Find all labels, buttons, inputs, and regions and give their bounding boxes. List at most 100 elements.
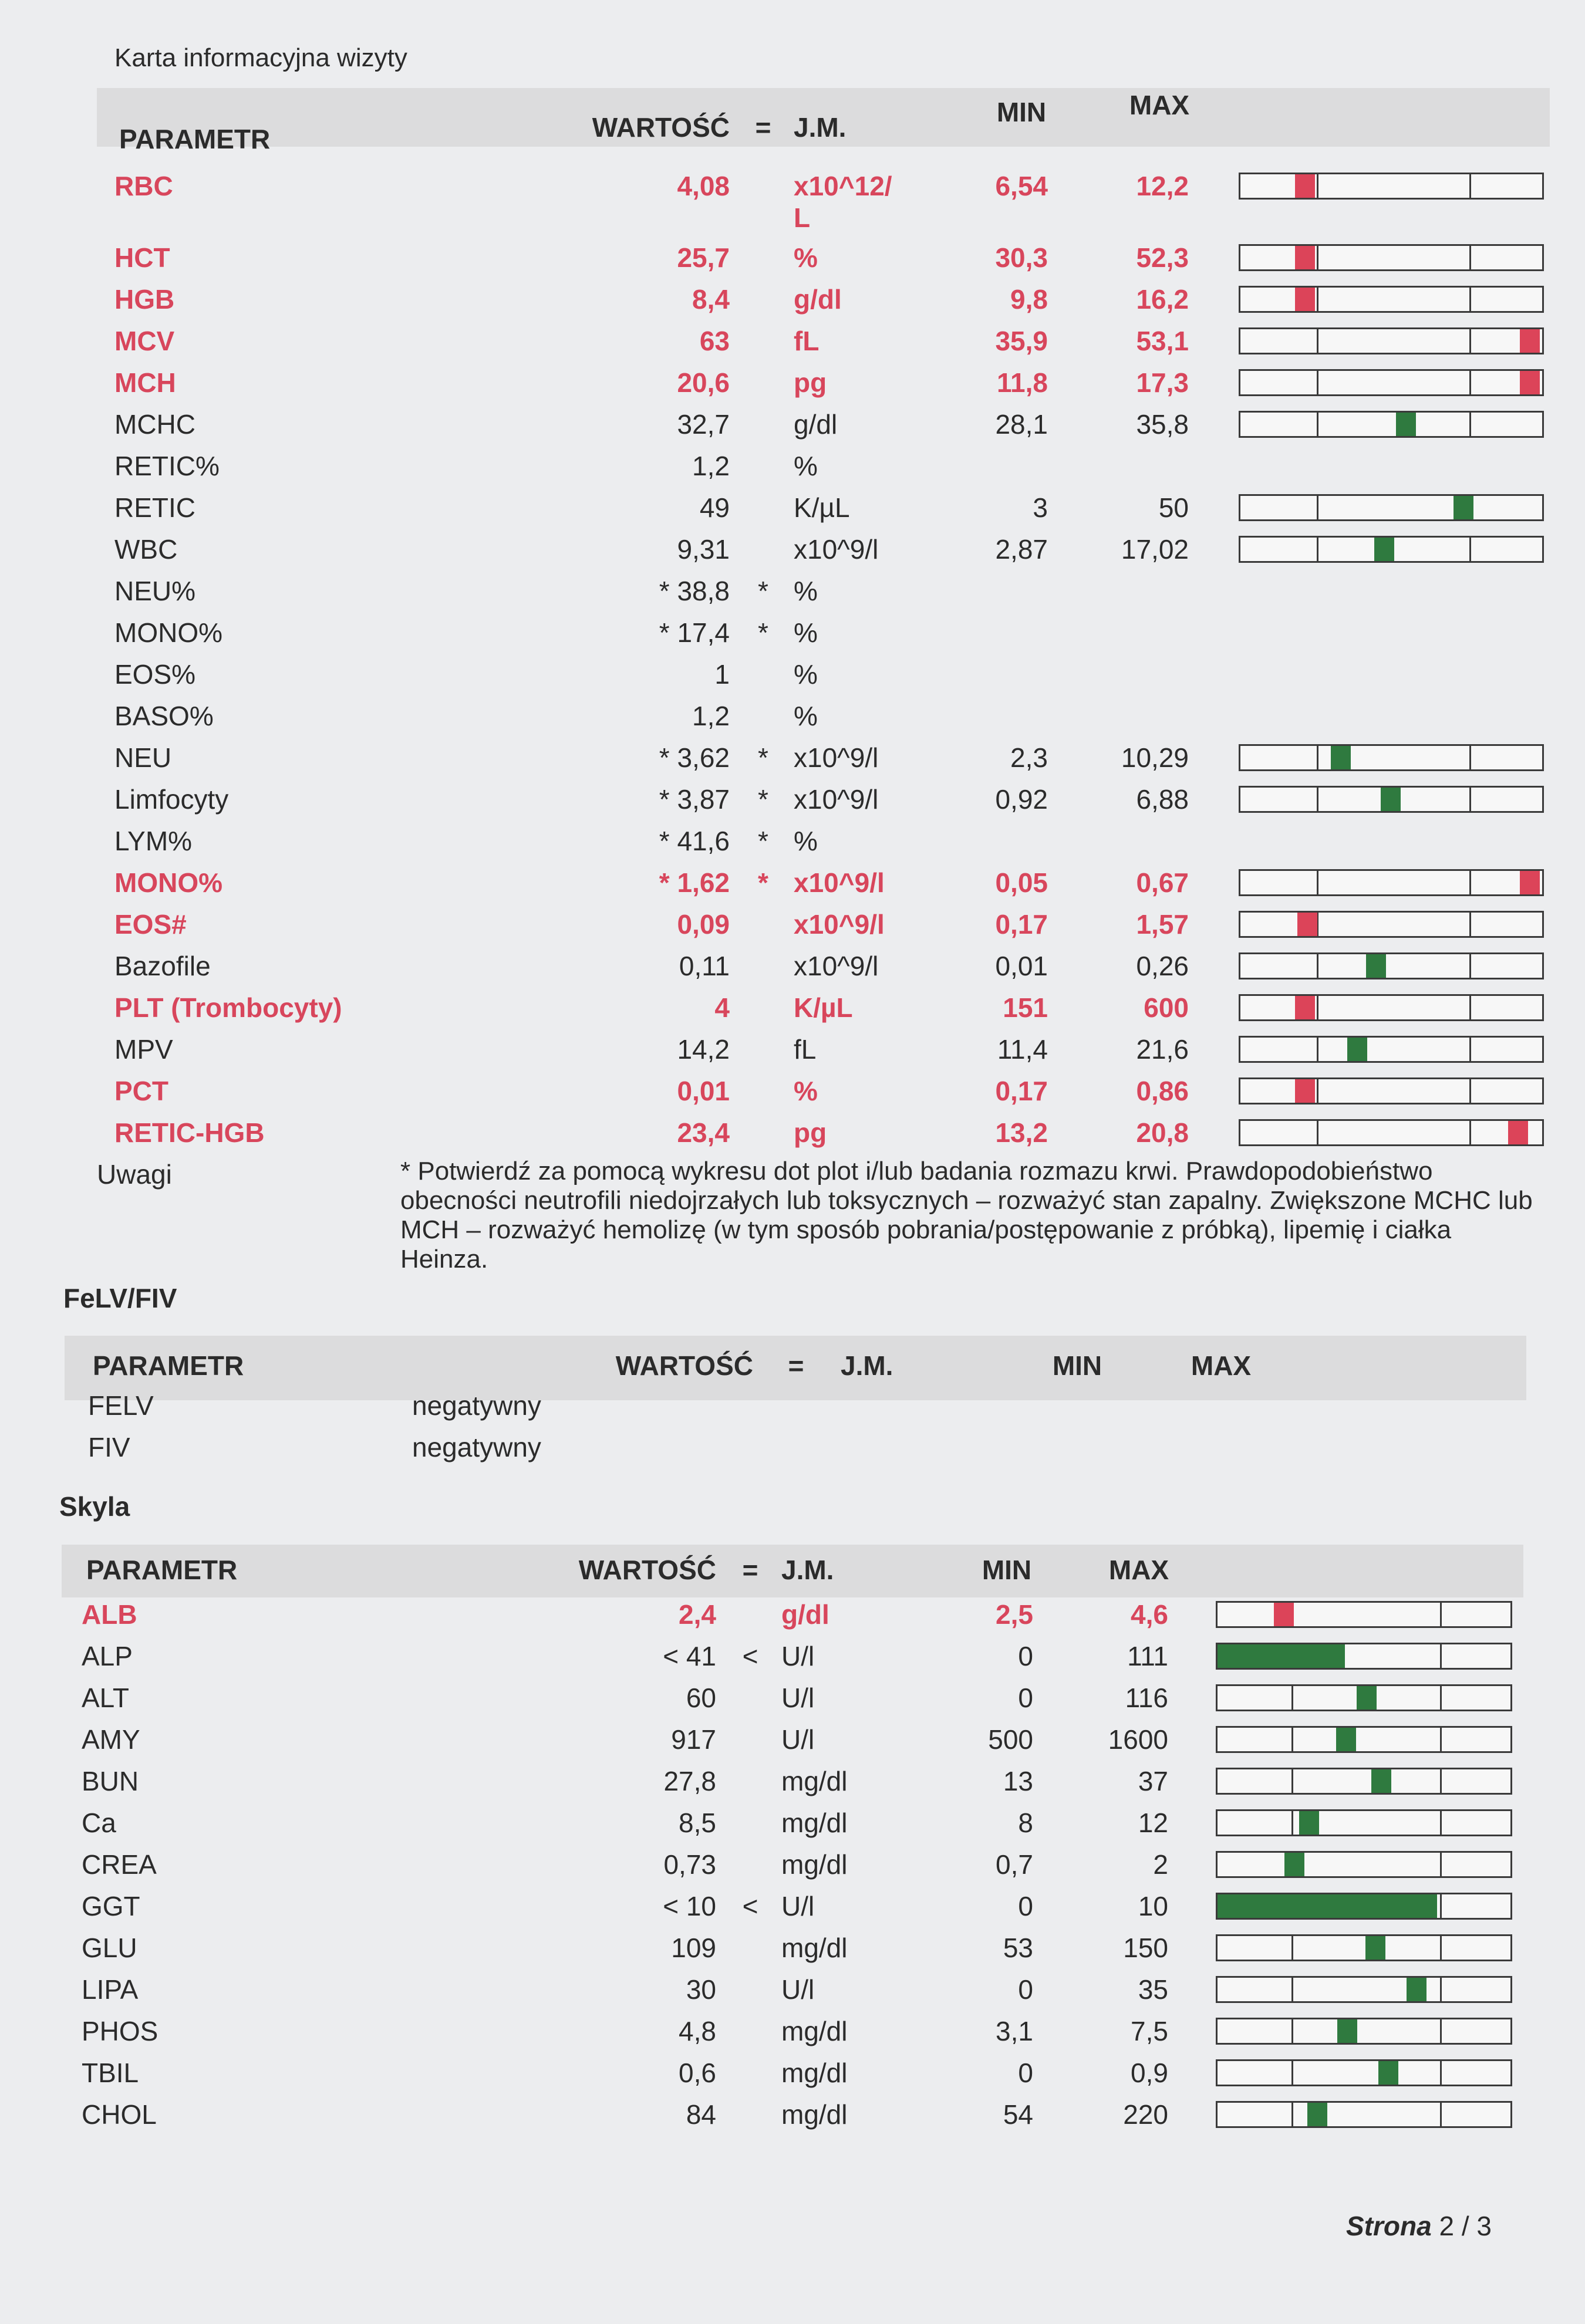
range-marker (1297, 913, 1317, 936)
row-name: CREA (82, 1849, 157, 1880)
row-value: 1,2 (692, 451, 730, 481)
range-bar (1239, 286, 1544, 313)
range-marker (1366, 954, 1387, 978)
row-unit: g/dl (781, 1599, 829, 1630)
range-marker (1294, 996, 1315, 1019)
range-divider (1317, 1038, 1318, 1061)
header-value: WARTOŚĆ (578, 1555, 716, 1585)
row-value: 27,8 (663, 1766, 716, 1796)
row-max: 53,1 (1136, 326, 1189, 356)
range-bar (1239, 494, 1544, 521)
range-divider (1469, 1079, 1471, 1103)
range-marker (1284, 1853, 1304, 1876)
range-marker (1520, 371, 1540, 394)
range-bar (1239, 173, 1544, 200)
row-value: 917 (671, 1724, 716, 1755)
row-min: 0 (1018, 1974, 1033, 2005)
range-divider (1291, 2103, 1294, 2126)
range-divider (1317, 746, 1318, 769)
row-value: 60 (686, 1683, 716, 1713)
range-bar (1216, 1851, 1512, 1878)
row-max: 111 (1127, 1641, 1168, 1671)
range-divider (1439, 1936, 1442, 1960)
range-bar (1239, 786, 1544, 813)
row-unit: % (794, 451, 818, 481)
header-min: MIN (1052, 1350, 1102, 1381)
row-min: 500 (988, 1724, 1033, 1755)
range-marker (1337, 2019, 1358, 2043)
range-divider (1317, 913, 1318, 936)
range-bar (1216, 2101, 1512, 2128)
row-name: RETIC% (114, 451, 220, 481)
row-unit: mg/dl (781, 2016, 848, 2046)
range-divider (1291, 2019, 1294, 2043)
range-divider (1469, 413, 1471, 436)
range-divider (1291, 1769, 1294, 1793)
row-op: * (758, 867, 768, 898)
row-value: negatywny (412, 1390, 541, 1421)
row-op: < (742, 1641, 758, 1671)
row-value: * 1,62 (659, 867, 730, 898)
range-bar (1216, 1643, 1512, 1670)
range-divider (1317, 496, 1318, 519)
row-value: 0,11 (679, 951, 730, 981)
range-marker (1374, 538, 1395, 561)
range-divider (1469, 913, 1471, 936)
range-marker (1294, 1079, 1315, 1103)
row-name: PLT (Trombocyty) (114, 992, 342, 1023)
range-divider (1469, 1038, 1471, 1061)
row-unit: U/l (781, 1974, 815, 2005)
row-max: 6,88 (1136, 784, 1189, 815)
range-divider (1469, 746, 1471, 769)
row-value: 1,2 (692, 701, 730, 731)
row-max: 35 (1138, 1974, 1168, 2005)
row-op: * (758, 576, 768, 606)
range-bar (1239, 1077, 1544, 1104)
row-min: 0,17 (995, 909, 1048, 940)
header-op: = (755, 112, 771, 143)
row-value: 49 (699, 492, 730, 523)
range-divider (1469, 329, 1471, 353)
range-marker (1294, 174, 1315, 198)
range-fill (1218, 1644, 1345, 1668)
row-min: 0 (1018, 1641, 1033, 1671)
range-divider (1291, 1978, 1294, 2001)
row-min: 35,9 (995, 326, 1048, 356)
range-bar (1239, 869, 1544, 896)
header-band (62, 1545, 1523, 1597)
row-name: GLU (82, 1933, 137, 1963)
row-unit: pg (794, 1117, 827, 1148)
header-unit: J.M. (841, 1350, 893, 1381)
range-bar (1216, 1726, 1512, 1753)
range-marker (1330, 746, 1351, 769)
row-value: 84 (686, 2099, 716, 2130)
header-min: MIN (996, 97, 1047, 127)
row-value: 14,2 (677, 1034, 730, 1065)
row-max: 220 (1123, 2099, 1168, 2130)
header-parameter: PARAMETR (93, 1350, 244, 1381)
range-divider (1317, 538, 1318, 561)
range-divider (1291, 2061, 1294, 2085)
page-number: Strona 2 / 3 (1346, 2210, 1492, 2242)
range-bar (1216, 2059, 1512, 2086)
header-parameter: PARAMETR (86, 1555, 238, 1585)
row-name: ALT (82, 1683, 129, 1713)
header-op: = (788, 1350, 804, 1381)
row-value: * 38,8 (659, 576, 730, 606)
range-marker (1378, 2061, 1399, 2085)
row-min: 53 (1003, 1933, 1033, 1963)
row-name: MCH (114, 367, 176, 398)
range-marker (1336, 1728, 1357, 1751)
range-divider (1317, 788, 1318, 811)
row-name: EOS# (114, 909, 187, 940)
range-divider (1439, 1811, 1442, 1835)
row-min: 151 (1003, 992, 1048, 1023)
range-marker (1380, 788, 1401, 811)
row-name: PHOS (82, 2016, 158, 2046)
row-name: BASO% (114, 701, 214, 731)
row-unit: x10^9/l (794, 784, 879, 815)
header-min: MIN (982, 1555, 1032, 1585)
row-max: 10 (1138, 1891, 1168, 1921)
row-max: 12,2 (1136, 171, 1189, 201)
row-min: 3,1 (996, 2016, 1033, 2046)
